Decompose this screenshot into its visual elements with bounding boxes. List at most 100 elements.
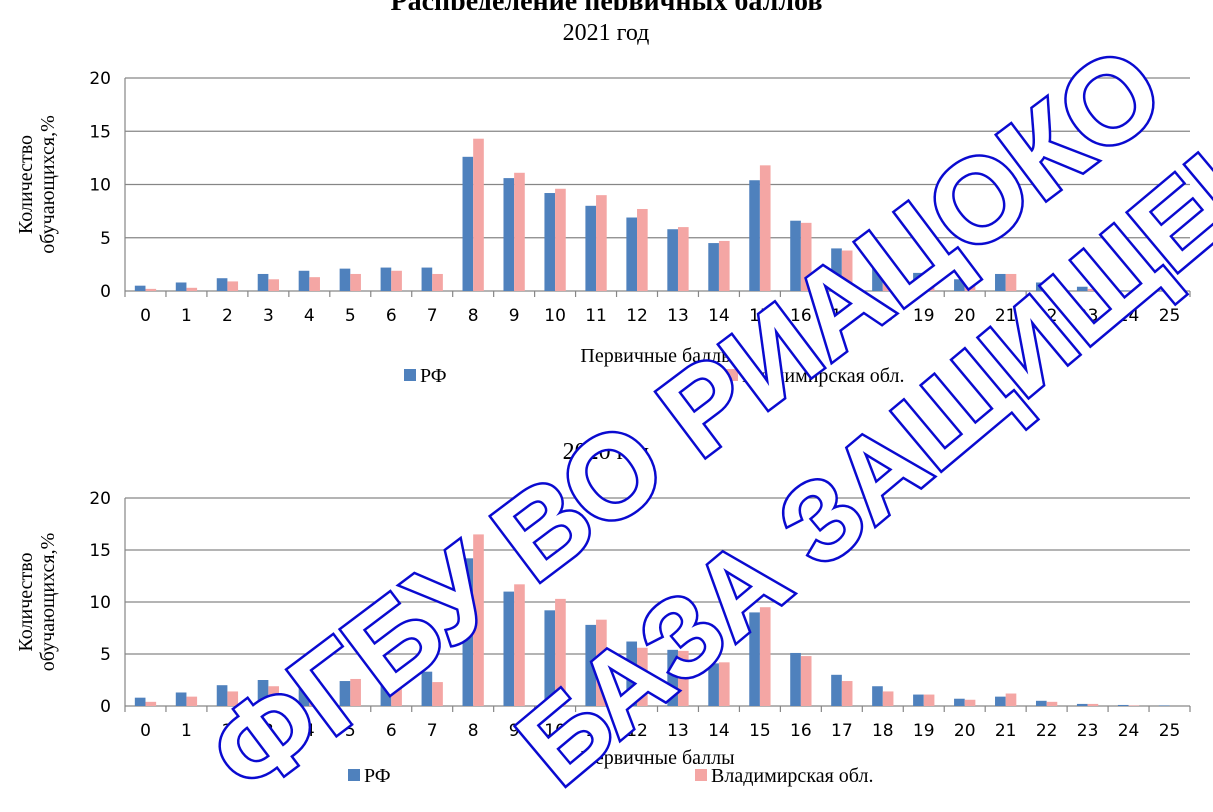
x-tick-label: 1 <box>181 306 192 326</box>
legend-label: Владимирская обл. <box>711 765 873 787</box>
bar-region <box>227 281 239 291</box>
y-tick-label: 5 <box>100 229 111 249</box>
bar-rf <box>954 698 965 706</box>
x-tick-label: 19 <box>913 306 935 326</box>
bar-rf <box>626 217 638 291</box>
x-tick-label: 11 <box>585 306 607 326</box>
bar-region <box>1128 705 1140 706</box>
y-axis-label: Количество <box>15 552 37 651</box>
x-tick-label: 24 <box>1118 721 1140 741</box>
x-tick-label: 2 <box>222 306 233 326</box>
y-axis-label: обучающихся,% <box>37 533 59 672</box>
y-axis-label: обучающихся,% <box>37 115 59 254</box>
bar-rf <box>462 558 474 706</box>
bar-rf <box>380 267 392 291</box>
bar-rf <box>1035 282 1047 291</box>
bar-region <box>841 681 853 706</box>
bar-rf <box>1158 705 1170 706</box>
x-tick-label: 5 <box>345 306 356 326</box>
bar-rf <box>216 685 228 706</box>
bar-region <box>759 165 771 291</box>
bar-rf <box>1076 286 1088 291</box>
bar-region <box>309 678 320 706</box>
bar-region <box>350 273 361 291</box>
bar-region <box>432 682 443 706</box>
bar-region <box>309 277 320 291</box>
x-tick-label: 6 <box>386 306 397 326</box>
bar-region <box>350 678 361 706</box>
bar-rf <box>995 273 1006 291</box>
x-tick-label: 17 <box>831 306 853 326</box>
x-tick-label: 0 <box>140 721 151 741</box>
x-tick-label: 20 <box>954 306 976 326</box>
x-tick-label: 21 <box>995 306 1017 326</box>
bar-region <box>800 222 812 291</box>
bar-region <box>923 694 935 706</box>
page-title: Распределение первичных баллов <box>0 0 1213 10</box>
bar-region <box>514 172 525 291</box>
x-tick-label: 10 <box>544 721 566 741</box>
x-tick-label: 16 <box>790 306 812 326</box>
bar-region <box>145 701 157 706</box>
bar-rf <box>667 229 678 291</box>
bar-rf <box>790 220 801 291</box>
x-axis-label: Первичные баллы <box>580 747 734 769</box>
bar-rf <box>831 674 842 706</box>
bar-rf <box>175 282 187 291</box>
bar-rf <box>872 262 883 291</box>
chart-2020: 2020 год 0 5 10 15 20 0 1 2 3 4 5 6 7 8 9 10 11 12 13 14 15 16… <box>0 410 1213 812</box>
x-tick-label: 13 <box>667 306 689 326</box>
bar-rf <box>257 273 269 291</box>
bar-region <box>1087 288 1099 291</box>
x-tick-label: 16 <box>790 721 812 741</box>
bar-region <box>555 188 566 291</box>
bar-rf <box>544 610 556 706</box>
chart-title: 2021 год <box>563 20 650 46</box>
bar-region <box>1046 701 1058 706</box>
x-tick-label: 14 <box>708 721 730 741</box>
bar-region <box>800 656 812 706</box>
bar-rf <box>872 686 883 706</box>
bar-region <box>596 619 607 706</box>
x-tick-label: 12 <box>626 306 648 326</box>
x-axis-label: Первичные баллы <box>580 345 734 367</box>
legend-swatch-region <box>695 769 707 781</box>
x-tick-label: 3 <box>263 721 274 741</box>
legend-label: Владимирская обл. <box>742 365 904 387</box>
x-tick-label: 0 <box>140 306 151 326</box>
bar-rf <box>134 697 146 706</box>
bar-rf <box>421 267 433 291</box>
bar-region <box>1005 693 1017 706</box>
x-tick-label: 15 <box>749 306 771 326</box>
bar-rf <box>708 663 719 706</box>
bar-rf <box>298 270 310 291</box>
y-tick-label: 15 <box>89 122 111 142</box>
legend-label: РФ <box>420 365 447 387</box>
bar-region <box>637 647 648 706</box>
bar-rf <box>667 649 678 706</box>
bar-rf <box>339 681 351 706</box>
bar-region <box>432 273 443 291</box>
y-tick-label: 0 <box>100 282 111 302</box>
bar-rf <box>995 696 1006 706</box>
bar-region <box>145 288 157 291</box>
x-tick-label: 7 <box>427 306 438 326</box>
y-tick-label: 15 <box>89 541 111 561</box>
x-tick-label: 17 <box>831 721 853 741</box>
legend-label: РФ <box>364 765 391 787</box>
x-tick-label: 23 <box>1077 721 1099 741</box>
bar-region <box>677 227 689 291</box>
bar-rf <box>749 612 760 706</box>
chart-title: 2020 год <box>563 439 650 465</box>
bar-region <box>718 240 730 291</box>
bar-rf <box>462 156 474 291</box>
bar-rf <box>749 180 760 291</box>
x-tick-label: 8 <box>468 306 479 326</box>
y-tick-label: 20 <box>89 69 111 89</box>
y-tick-label: 10 <box>89 593 111 613</box>
x-tick-label: 5 <box>345 721 356 741</box>
legend-swatch-rf <box>348 769 360 781</box>
x-tick-label: 10 <box>544 306 566 326</box>
